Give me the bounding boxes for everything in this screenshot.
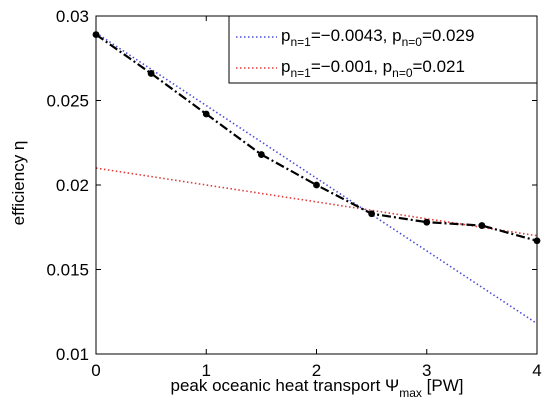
y-tick-label: 0.02	[56, 176, 89, 195]
legend-entry-blue: pn=1=−0.0043, pn=0=0.029	[281, 26, 474, 49]
y-tick-label: 0.015	[46, 261, 89, 280]
x-axis-label-sub: max	[399, 386, 422, 400]
data-point	[313, 181, 320, 189]
data-point	[478, 222, 486, 229]
plot-points	[92, 31, 541, 245]
fit-line-blue	[95, 32, 538, 325]
legend-box	[228, 15, 538, 84]
x-tick-label: 2	[312, 361, 321, 380]
x-tick-label: 4	[532, 361, 541, 380]
x-axis-label: peak oceanic heat transport Ψmax [PW]	[171, 376, 464, 400]
legend: pn=1=−0.0043, pn=0=0.029 pn=1=−0.001, pn…	[228, 15, 538, 84]
x-tick-label: 0	[91, 361, 100, 380]
x-tick-label: 1	[202, 361, 211, 380]
legend-entry-red: pn=1=−0.001, pn=0=0.021	[281, 57, 465, 80]
y-tick-label: 0.01	[56, 345, 89, 364]
x-tick-label: 3	[422, 361, 431, 380]
x-axis-label-main: peak oceanic heat transport Ψ	[171, 376, 400, 395]
data-point	[257, 151, 265, 158]
y-tick-label: 0.025	[46, 92, 89, 111]
data-point	[202, 110, 210, 118]
x-axis-label-unit: [PW]	[422, 376, 464, 395]
ticks: 0 1 2 3 4 0.01 0.015 0.02 0.025 0.03	[46, 7, 541, 380]
y-tick-label: 0.03	[56, 7, 89, 26]
data-point	[147, 70, 155, 77]
data-point	[368, 210, 376, 218]
y-axis-label: efficiency η	[9, 141, 28, 226]
data-point	[423, 218, 431, 226]
